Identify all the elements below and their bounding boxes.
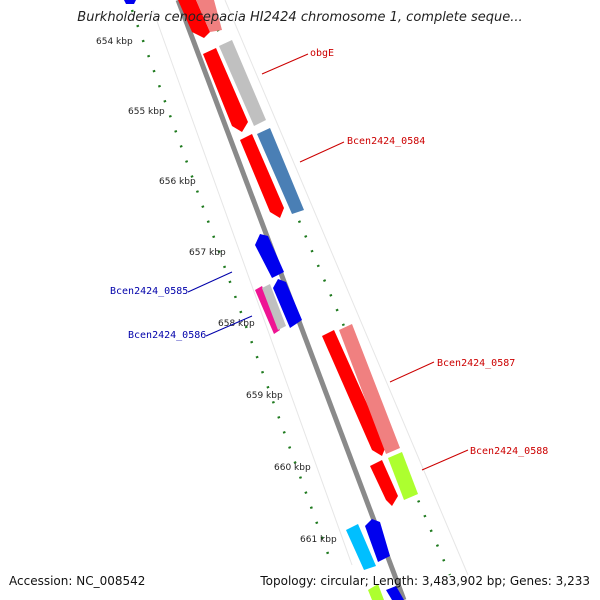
leader-0585 <box>187 271 233 293</box>
gene-0586 <box>273 279 302 328</box>
map-title: Burkholderia cenocepacia HI2424 chromoso… <box>77 10 523 25</box>
kbp-label: 658 kbp <box>218 319 255 329</box>
outer-track-border <box>224 0 469 576</box>
leader-0587 <box>389 361 435 383</box>
gene-bottom-green <box>368 584 384 600</box>
gene-label-0584[interactable]: Bcen2424_0584 <box>347 136 425 147</box>
leader-obge <box>261 53 309 75</box>
gene-label-0587[interactable]: Bcen2424_0587 <box>437 358 515 369</box>
kbp-label: 654 kbp <box>96 37 133 47</box>
gene-0586-magenta <box>255 286 280 334</box>
gene-0584-reverse <box>240 134 284 218</box>
leader-0586 <box>205 315 253 337</box>
gene-0588-reverse <box>370 460 398 506</box>
gene-obge-reverse <box>203 48 248 132</box>
kbp-label: 655 kbp <box>128 107 165 117</box>
gene-obge <box>219 40 266 126</box>
gene-top-pink <box>196 0 222 32</box>
kbp-label: 659 kbp <box>246 391 283 401</box>
leader-0584 <box>299 141 345 163</box>
gene-0587 <box>339 324 400 454</box>
inner-track-border <box>152 9 353 566</box>
gene-bottom-blue <box>365 519 390 562</box>
gene-top-blue <box>124 0 136 4</box>
kbp-label: 656 kbp <box>159 177 196 187</box>
accession-text: Accession: NC_008542 <box>9 574 146 588</box>
gene-0587-reverse <box>322 330 386 456</box>
gene-label-0586[interactable]: Bcen2424_0586 <box>128 330 206 341</box>
kbp-label: 661 kbp <box>300 535 337 545</box>
gene-label-0588[interactable]: Bcen2424_0588 <box>470 446 548 457</box>
kbp-label: 660 kbp <box>274 463 311 473</box>
gene-0584 <box>257 128 304 214</box>
kbp-label: 657 kbp <box>189 248 226 258</box>
gene-0588 <box>388 452 418 500</box>
gene-bottom-blue-2 <box>386 586 404 600</box>
gene-bottom-cyan <box>346 524 376 570</box>
gene-label-obge[interactable]: obgE <box>310 48 334 59</box>
gene-0586-grey <box>262 284 286 330</box>
genome-summary-text: Topology: circular; Length: 3,483,902 bp… <box>260 574 590 588</box>
gene-0585 <box>255 234 284 278</box>
gene-label-0585[interactable]: Bcen2424_0585 <box>110 286 188 297</box>
leader-0588 <box>421 449 469 471</box>
gene-top-red <box>178 0 210 38</box>
